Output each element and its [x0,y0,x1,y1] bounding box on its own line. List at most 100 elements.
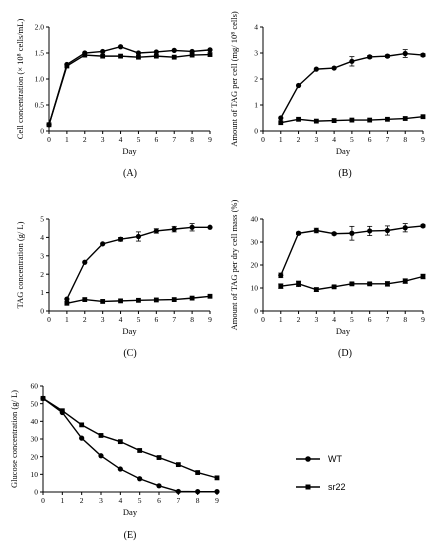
panel-label: (A) [123,168,137,179]
data-point-wt [331,231,337,237]
data-point-sr22 [59,408,65,414]
data-point-sr22 [117,439,123,445]
data-point-sr22 [136,54,141,60]
data-point-wt [79,435,85,441]
y-tick-label: 0 [254,127,258,136]
data-point-wt [278,115,284,121]
data-point-sr22 [313,118,319,124]
x-tick-label: 9 [208,315,212,324]
x-tick-label: 8 [196,496,200,505]
x-tick-label: 9 [421,135,425,144]
y-tick-label: 0 [34,488,38,497]
legend-label: WT [328,454,342,464]
data-point-sr22 [189,52,195,58]
data-point-sr22 [385,116,390,122]
y-tick-label: 0 [40,127,44,136]
data-point-wt [367,228,373,234]
x-tick-label: 0 [261,315,265,324]
data-point-sr22 [82,52,88,58]
panel-label: (B) [338,168,351,179]
data-point-wt [98,453,104,459]
data-point-sr22 [153,297,159,303]
y-tick-label: 40 [31,417,39,426]
x-tick-label: 6 [154,315,158,324]
x-tick-label: 4 [118,496,122,505]
x-tick-label: 3 [314,135,318,144]
data-point-wt [331,65,337,71]
data-point-wt [100,241,106,247]
y-tick-label: 20 [251,261,259,270]
data-point-sr22 [402,278,408,284]
y-tick-label: 10 [31,470,39,479]
data-point-sr22 [402,116,408,121]
y-axis-label: Amount of TAG per cell (mg/ 10⁸ cells) [229,11,239,147]
x-tick-label: 2 [297,315,301,324]
x-tick-label: 1 [60,496,64,505]
y-axis-label: TAG concentration (g/ L) [15,221,25,308]
series-line-wt [48,46,211,125]
chart-panel-a: 0 1 2 3 4 5 6 7 8 9 0 0.5 1.0 1.5 2.0 Day Cell concentra… [15,19,213,179]
data-point-sr22 [195,470,201,475]
data-point-wt [313,227,319,234]
y-tick-label: 2.0 [35,23,45,32]
data-point-sr22 [46,122,52,128]
data-point-wt [100,48,106,55]
data-point-sr22 [40,395,46,401]
data-point-wt [135,233,142,240]
data-point-sr22 [118,298,123,304]
x-tick-label: 8 [190,135,194,144]
x-tick-label: 3 [99,496,103,505]
data-point-sr22 [349,117,355,123]
data-point-wt [153,228,159,234]
x-tick-label: 8 [403,315,407,324]
y-tick-label: 1 [40,288,44,297]
data-point-wt [313,66,319,72]
x-axis-label: Day [122,326,137,336]
data-point-wt [156,483,162,489]
data-point-sr22 [313,287,319,293]
x-tick-label: 0 [47,135,51,144]
legend-label: sr22 [328,482,346,492]
data-point-sr22 [207,293,213,299]
x-tick-label: 1 [65,315,69,324]
data-point-wt [278,272,284,278]
x-tick-label: 6 [368,315,372,324]
x-tick-label: 3 [101,315,105,324]
x-tick-label: 9 [215,496,219,505]
y-tick-label: 4 [254,23,258,32]
y-tick-label: 1.0 [35,75,45,84]
data-point-sr22 [385,281,390,287]
panel-label: (D) [338,348,352,359]
chart-panel-e: 0 1 2 3 4 5 6 7 8 9 0 10 20 30 40 50 60 Day Glucose concen… [9,382,220,541]
chart-panel-d: 0 1 2 3 4 5 6 7 8 9 0 10 20 30 40 Day Amount of TAG per … [229,200,426,359]
data-point-wt [137,476,143,482]
series-line-sr22 [42,397,218,479]
x-tick-label: 5 [350,135,354,144]
chart-legend: WT sr22 [296,454,346,492]
x-tick-label: 0 [261,135,265,144]
x-tick-label: 2 [83,135,87,144]
data-point-sr22 [171,54,177,60]
data-point-wt [367,54,373,60]
x-tick-label: 5 [137,315,141,324]
y-tick-label: 0 [254,307,258,316]
data-point-sr22 [278,120,284,126]
legend-marker [305,484,311,490]
data-point-sr22 [171,297,177,302]
y-tick-label: 2 [40,270,44,279]
data-point-sr22 [420,114,426,120]
x-tick-label: 6 [154,135,158,144]
panel-label: (C) [123,348,136,359]
data-point-sr22 [175,462,181,468]
data-point-wt [82,259,88,265]
data-point-wt [214,489,220,495]
y-axis-label: Glucose concentration (g/ L) [9,390,19,488]
x-axis-label: Day [336,146,351,156]
data-point-sr22 [331,118,337,123]
y-tick-label: 1.5 [35,49,45,58]
data-point-sr22 [98,433,104,438]
series-line-sr22 [48,53,211,125]
data-point-sr22 [331,284,337,290]
x-tick-label: 8 [190,315,194,324]
